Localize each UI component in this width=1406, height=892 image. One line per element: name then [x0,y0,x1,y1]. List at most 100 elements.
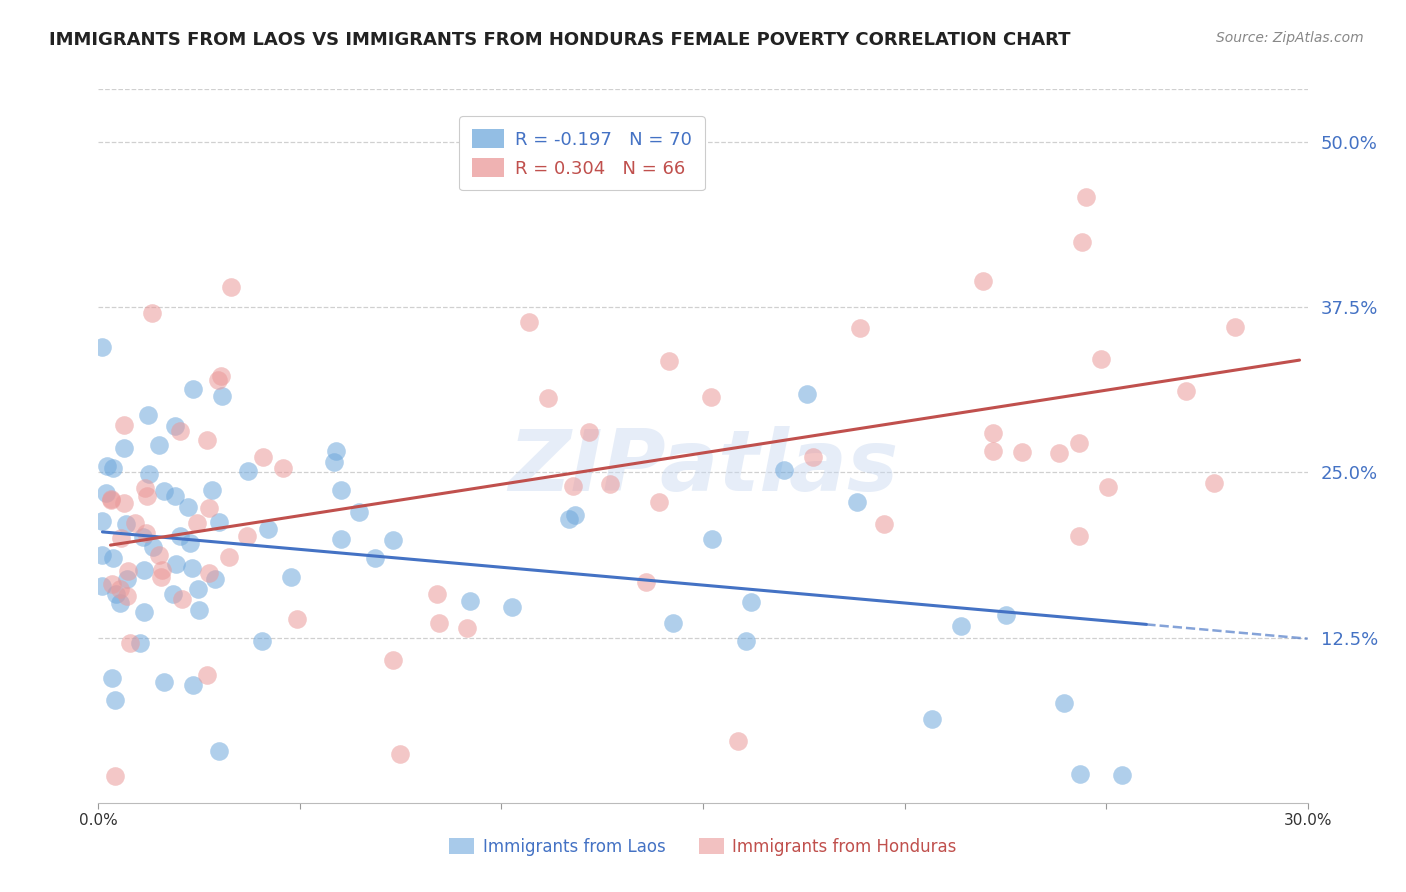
Point [426,587,449,601]
Point [183,677,205,691]
Point [134,605,156,619]
Point [845,495,868,509]
Point [91,548,114,562]
Point [257,522,280,536]
Point [148,548,170,562]
Point [104,769,127,783]
Point [458,593,481,607]
Point [169,424,191,438]
Point [634,575,657,590]
Point [148,438,170,452]
Point [501,599,523,614]
Point [662,616,685,631]
Point [981,444,1004,458]
Point [323,455,346,469]
Point [104,692,127,706]
Point [94,485,117,500]
Point [204,572,226,586]
Point [149,569,172,583]
Point [252,450,274,465]
Point [1097,480,1119,494]
Point [110,532,132,546]
Point [949,619,972,633]
Point [100,493,122,508]
Point [558,512,581,526]
Point [1223,320,1246,334]
Point [96,458,118,473]
Point [100,492,122,507]
Point [1011,445,1033,459]
Point [112,441,135,455]
Point [658,354,681,368]
Point [112,418,135,433]
Point [187,582,209,597]
Point [91,579,114,593]
Text: IMMIGRANTS FROM LAOS VS IMMIGRANTS FROM HONDURAS FEMALE POVERTY CORRELATION CHAR: IMMIGRANTS FROM LAOS VS IMMIGRANTS FROM … [49,31,1071,49]
Point [141,306,163,320]
Point [1067,529,1090,543]
Point [138,467,160,482]
Point [136,408,159,422]
Point [134,481,156,495]
Point [169,529,191,543]
Point [1069,766,1091,780]
Point [285,612,308,626]
Point [273,460,295,475]
Text: ZIPatlas: ZIPatlas [508,425,898,509]
Point [1069,436,1091,450]
Point [1111,768,1133,782]
Point [599,477,621,491]
Point [134,563,156,577]
Point [197,668,219,682]
Point [211,389,233,403]
Point [427,616,450,631]
Point [735,634,758,648]
Point [91,340,114,354]
Point [329,483,352,497]
Point [347,505,370,519]
Point [381,652,404,666]
Point [197,566,219,581]
Point [727,734,749,748]
Point [108,596,131,610]
Point [165,418,187,433]
Point [537,392,560,406]
Point [389,747,412,762]
Point [740,595,762,609]
Point [153,484,176,499]
Point [995,608,1018,623]
Point [325,444,347,458]
Point [280,570,302,584]
Point [221,280,243,294]
Point [329,532,352,546]
Text: Source: ZipAtlas.com: Source: ZipAtlas.com [1216,31,1364,45]
Point [181,382,204,396]
Point [115,516,138,531]
Point [101,576,124,591]
Point [165,557,187,571]
Point [124,516,146,531]
Point [1074,190,1097,204]
Point [250,633,273,648]
Point [519,315,541,329]
Point [179,535,201,549]
Point [849,321,872,335]
Point [201,483,224,498]
Point [981,426,1004,441]
Point [110,582,132,596]
Point [135,489,157,503]
Point [112,496,135,510]
Point [207,373,229,387]
Point [129,636,152,650]
Point [91,514,114,528]
Point [177,500,200,514]
Point [208,515,231,529]
Point [165,489,187,503]
Point [796,386,818,401]
Point [101,671,124,685]
Legend: Immigrants from Laos, Immigrants from Honduras: Immigrants from Laos, Immigrants from Ho… [443,831,963,863]
Point [1175,384,1198,398]
Point [101,551,124,566]
Point [561,479,583,493]
Point [700,390,723,404]
